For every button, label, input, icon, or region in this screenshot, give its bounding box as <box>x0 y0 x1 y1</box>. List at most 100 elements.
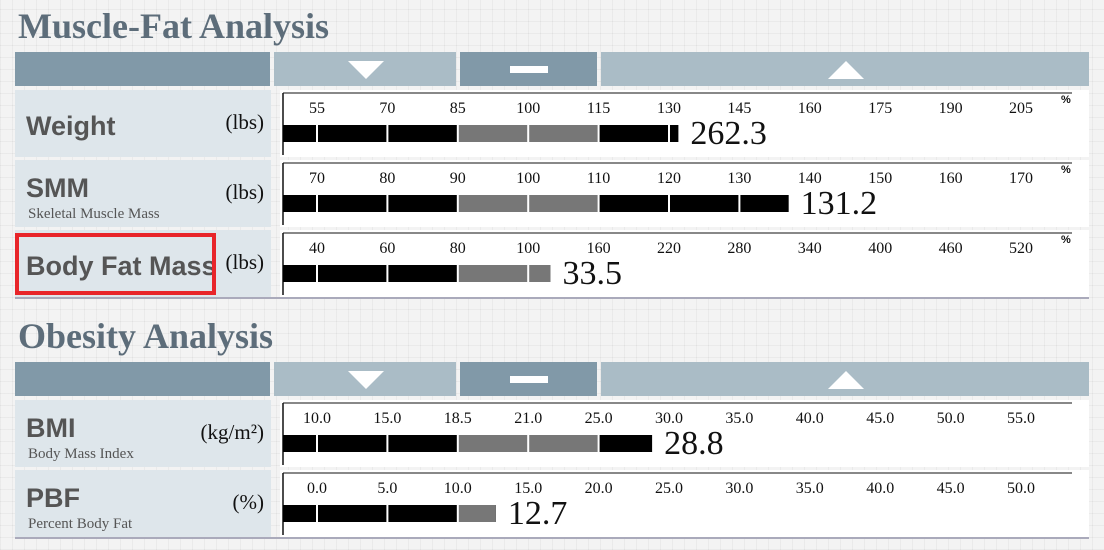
bar-normal-part <box>457 265 551 282</box>
tick-label: 10.0 <box>444 480 472 497</box>
tick-label: 40 <box>309 240 325 257</box>
chart-cell <box>280 400 1089 467</box>
tick-label: 340 <box>798 240 822 257</box>
tick-label: 21.0 <box>514 410 542 427</box>
tick-label: 35.0 <box>796 480 824 497</box>
tick-label: 20.0 <box>585 480 613 497</box>
highlight-box <box>15 233 216 295</box>
tick-label: 55.0 <box>1007 410 1035 427</box>
row-name: Weight <box>26 111 116 141</box>
chart-cell <box>280 230 1089 297</box>
tick-label: 205 <box>1009 100 1033 117</box>
tick-label: 115 <box>587 100 610 117</box>
bar <box>283 505 496 522</box>
tick-label: 170 <box>1009 170 1033 187</box>
row-name: BMI <box>26 413 76 443</box>
tick-label: 70 <box>379 100 395 117</box>
tick-label: 40.0 <box>796 410 824 427</box>
tick-label: 50.0 <box>937 410 965 427</box>
row-name: SMM <box>26 173 89 203</box>
tick-label: 30.0 <box>725 480 753 497</box>
row-unit: (lbs) <box>226 250 265 274</box>
tick-label: 190 <box>939 100 963 117</box>
tick-label: 35.0 <box>725 410 753 427</box>
bar-normal-part <box>457 505 496 522</box>
tick-label: 400 <box>868 240 892 257</box>
tick-label: 145 <box>727 100 751 117</box>
tick-label: 280 <box>727 240 751 257</box>
tick-label: 55 <box>309 100 325 117</box>
row-name: Body Fat Mass <box>26 251 217 281</box>
up-icon <box>828 371 864 389</box>
chart-cell <box>280 470 1089 537</box>
value-label: 262.3 <box>690 115 767 152</box>
tick-label: 18.5 <box>444 410 472 427</box>
tick-label: 160 <box>587 240 611 257</box>
tick-label: 50.0 <box>1007 480 1035 497</box>
section-title: Obesity Analysis <box>18 316 273 356</box>
tick-label: 70 <box>309 170 325 187</box>
tick-label: 160 <box>939 170 963 187</box>
down-icon <box>348 61 384 79</box>
tick-label: 45.0 <box>937 480 965 497</box>
tick-label: 60 <box>379 240 395 257</box>
tick-label: 130 <box>657 100 681 117</box>
value-label: 131.2 <box>801 185 878 222</box>
tick-label: 90 <box>450 170 466 187</box>
tick-label: 40.0 <box>866 480 894 497</box>
tick-label: 100 <box>516 240 540 257</box>
chart-cell <box>280 160 1089 227</box>
dash-icon <box>510 66 548 73</box>
tick-label: 10.0 <box>303 410 331 427</box>
row-unit: (%) <box>233 490 264 514</box>
tick-label: 160 <box>798 100 822 117</box>
header-left <box>15 52 270 86</box>
tick-label: 220 <box>657 240 681 257</box>
scale-unit: % <box>1061 234 1071 246</box>
tick-label: 100 <box>516 100 540 117</box>
row-name: PBF <box>26 483 80 513</box>
up-icon <box>828 61 864 79</box>
section-title: Muscle-Fat Analysis <box>18 6 329 46</box>
tick-label: 30.0 <box>655 410 683 427</box>
tick-label: 80 <box>450 240 466 257</box>
tick-label: 80 <box>379 170 395 187</box>
tick-label: 520 <box>1009 240 1033 257</box>
label-cell <box>15 230 271 297</box>
value-label: 28.8 <box>664 425 724 462</box>
tick-label: 175 <box>868 100 892 117</box>
tick-label: 110 <box>587 170 610 187</box>
scale-unit: % <box>1061 94 1071 106</box>
label-cell <box>15 90 271 157</box>
down-icon <box>348 371 384 389</box>
value-label: 12.7 <box>508 495 568 532</box>
tick-label: 15.0 <box>373 410 401 427</box>
value-label: 33.5 <box>562 255 622 292</box>
tick-label: 460 <box>939 240 963 257</box>
tick-label: 140 <box>798 170 822 187</box>
tick-label: 85 <box>450 100 466 117</box>
dash-icon <box>510 376 548 383</box>
tick-label: 15.0 <box>514 480 542 497</box>
label-cell <box>15 160 271 227</box>
scale-unit: % <box>1061 164 1071 176</box>
tick-label: 150 <box>868 170 892 187</box>
row-unit: (lbs) <box>226 110 265 134</box>
tick-label: 130 <box>727 170 751 187</box>
row-unit: (lbs) <box>226 180 265 204</box>
tick-label: 100 <box>516 170 540 187</box>
chart-cell <box>280 90 1089 157</box>
row-unit: (kg/m²) <box>201 420 264 444</box>
tick-label: 0.0 <box>307 480 327 497</box>
tick-label: 45.0 <box>866 410 894 427</box>
tick-label: 25.0 <box>585 410 613 427</box>
tick-label: 5.0 <box>377 480 397 497</box>
header-left <box>15 362 270 396</box>
row-subtitle: Body Mass Index <box>28 446 134 462</box>
tick-label: 25.0 <box>655 480 683 497</box>
row-subtitle: Percent Body Fat <box>28 516 133 532</box>
label-cell <box>15 400 271 467</box>
row-subtitle: Skeletal Muscle Mass <box>28 206 160 222</box>
label-cell <box>15 470 271 537</box>
